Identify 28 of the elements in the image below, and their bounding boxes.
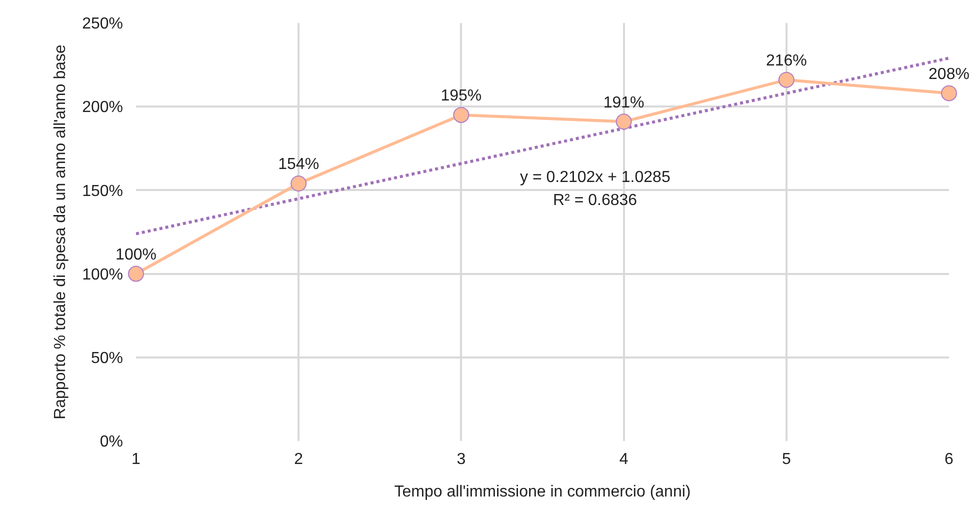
x-tick-label: 4 [619, 451, 628, 468]
point [778, 72, 794, 88]
x-tick-label: 2 [294, 451, 304, 468]
point [941, 85, 957, 102]
data-label: 154% [278, 156, 320, 174]
y-tick-label: 0% [100, 434, 123, 451]
x-axis-title: Tempo all'immissione in commercio (anni) [394, 484, 691, 501]
y-axis-title: Rapporto % totale di spesa da un anno all'anno base [52, 44, 69, 420]
x-tick-label: 5 [782, 451, 791, 468]
x-tick-label: 3 [456, 451, 466, 468]
data-label: 216% [766, 52, 807, 70]
data-label: 191% [603, 94, 644, 112]
data-label: 100% [116, 246, 156, 264]
y-tick-label: 100% [82, 266, 123, 284]
point [128, 266, 144, 282]
point [290, 176, 307, 192]
y-tick-label: 200% [82, 99, 123, 116]
y-tick-label: 150% [82, 182, 123, 200]
annotation: y = 0.2102x + 1.0285 [520, 169, 670, 186]
annotation: R² = 0.6836 [553, 192, 638, 209]
point [453, 106, 470, 123]
data-label: 195% [440, 88, 482, 105]
y-tick-label: 50% [90, 350, 123, 367]
point [616, 114, 632, 130]
y-tick-label: 250% [82, 16, 123, 33]
data-label: 208% [928, 66, 970, 83]
x-tick-label: 1 [132, 451, 141, 468]
x-tick-label: 6 [944, 451, 954, 468]
